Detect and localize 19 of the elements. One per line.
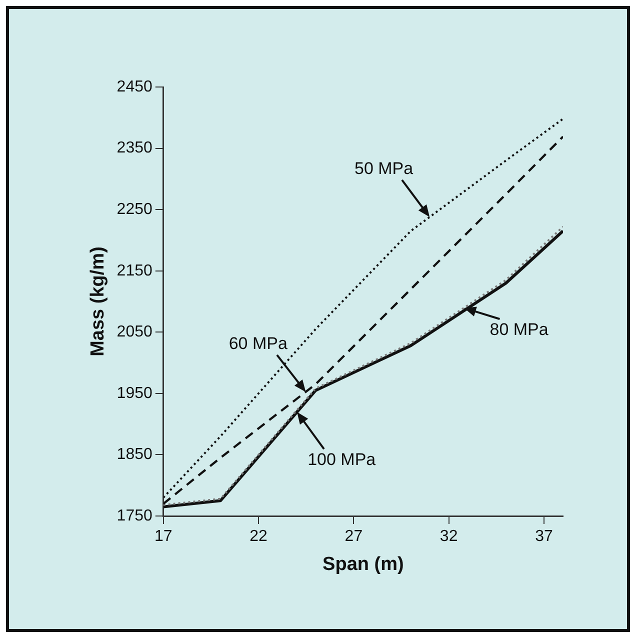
y-tick-label: 2150 xyxy=(116,262,152,280)
y-tick-label: 2250 xyxy=(116,200,152,218)
y-tick-label: 1850 xyxy=(116,446,152,464)
annotation: 80 MPa xyxy=(490,320,548,340)
x-tick-label: 17 xyxy=(154,528,172,546)
y-tick-label: 1950 xyxy=(116,384,152,402)
x-tick-label: 22 xyxy=(250,528,268,546)
annotation: 100 MPa xyxy=(308,450,376,470)
annotation: 60 MPa xyxy=(228,334,288,354)
x-axis-title: Span (m) xyxy=(322,554,404,575)
x-tick-label: 27 xyxy=(344,528,363,546)
annotation: 50 MPa xyxy=(354,158,414,179)
y-axis-title: Mass (kg/m) xyxy=(88,246,109,356)
y-tick-label: 2350 xyxy=(116,140,152,157)
y-tick-label: 2050 xyxy=(116,324,152,341)
y-tick-label: 2450 xyxy=(116,78,152,96)
x-tick-label: 37 xyxy=(535,528,553,546)
y-tick-label: 1750 xyxy=(116,507,152,524)
x-tick-label: 32 xyxy=(440,528,458,546)
